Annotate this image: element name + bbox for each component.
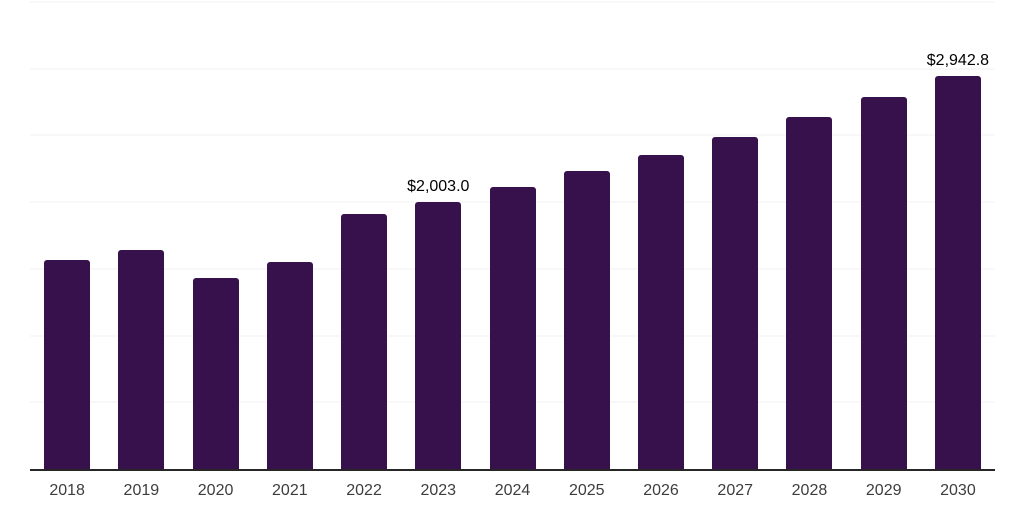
data-label-2023: $2,003.0 (407, 177, 470, 195)
x-tick-2019: 2019 (123, 482, 160, 499)
data-label-2030: $2,942.8 (926, 52, 990, 70)
bar-2018 (44, 260, 91, 469)
bar-slot-2021 (253, 2, 327, 469)
x-axis: 2018 2019 2020 2021 2022 2023 2024 2025 2026 2027… (30, 482, 995, 500)
x-tick-2024: 2024 (494, 482, 531, 499)
bar-2022 (341, 214, 388, 469)
bar-slot-2022 (327, 2, 401, 469)
gridline-2500 (30, 134, 995, 136)
x-tick-2023: 2023 (420, 482, 457, 499)
bar-slot-2029 (847, 2, 921, 469)
x-tick-2028: 2028 (791, 482, 828, 499)
bar-2025 (563, 171, 610, 469)
bar-slot-2019 (104, 2, 178, 469)
bar-2020 (192, 278, 239, 469)
bar-2027 (712, 136, 759, 469)
bars: $2,003.0 $2,942.8 (30, 2, 995, 469)
bar-2029 (860, 97, 907, 469)
bar-2023 (415, 201, 462, 469)
bar-2019 (118, 250, 165, 469)
gridline-3500 (30, 1, 995, 3)
x-tick-2022: 2022 (346, 482, 382, 499)
bar-2026 (637, 154, 684, 469)
bar-slot-2030: $2,942.8 (921, 2, 995, 469)
x-tick-2026: 2026 (643, 482, 679, 499)
bar-2024 (489, 187, 536, 469)
bar-slot-2025 (550, 2, 624, 469)
bar-slot-2023: $2,003.0 (401, 2, 475, 469)
x-tick-2030: 2030 (940, 482, 976, 499)
bar-slot-2020 (178, 2, 252, 469)
x-tick-2018: 2018 (49, 482, 85, 499)
x-tick-2029: 2029 (865, 482, 902, 499)
x-tick-2027: 2027 (717, 482, 754, 499)
bar-slot-2024 (475, 2, 549, 469)
x-tick-2025: 2025 (568, 482, 605, 499)
plot-area: $2,003.0 $2,942.8 (30, 1, 995, 471)
bar-2030 (934, 76, 981, 469)
bar-2021 (266, 262, 313, 469)
x-tick-2021: 2021 (272, 482, 308, 499)
bar-slot-2027 (698, 2, 772, 469)
bar-slot-2018 (30, 2, 104, 469)
bar-slot-2026 (624, 2, 698, 469)
bar-slot-2028 (772, 2, 846, 469)
gridline-3000 (30, 68, 995, 70)
x-tick-2020: 2020 (197, 482, 234, 499)
bar-2028 (786, 117, 833, 469)
